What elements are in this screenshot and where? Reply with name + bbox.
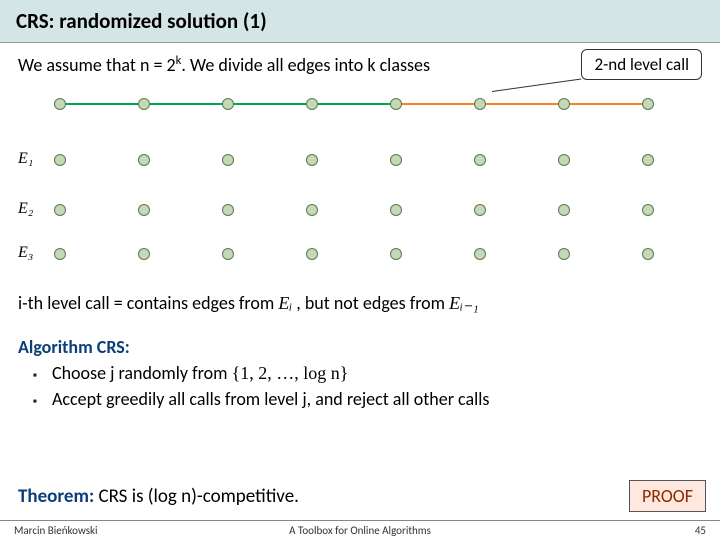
algorithm-title: Algorithm CRS: xyxy=(18,336,702,358)
graph-node xyxy=(390,204,402,216)
ith-mid: , but not edges from xyxy=(296,292,449,314)
theorem-text: CRS is (log n)-competitive. xyxy=(94,485,299,508)
slide-body: We assume that n = 2k. We divide all edg… xyxy=(0,43,720,410)
graph-node xyxy=(642,154,654,166)
graph-node xyxy=(54,154,66,166)
graph-node xyxy=(222,98,234,110)
graph-node xyxy=(222,154,234,166)
bullet1-prefix: Choose j randomly from xyxy=(52,362,232,384)
graph-node xyxy=(306,154,318,166)
graph-node xyxy=(390,98,402,110)
slide-title: CRS: randomized solution (1) xyxy=(0,0,720,43)
graph-node xyxy=(558,98,570,110)
graph-node xyxy=(558,204,570,216)
node-row: E₃ xyxy=(54,244,674,264)
graph-node xyxy=(474,248,486,260)
theorem-label: Theorem: xyxy=(18,485,94,508)
row-label: E₂ xyxy=(18,200,33,218)
algorithm-block: Algorithm CRS: ▪ Choose j randomly from … xyxy=(18,336,702,410)
ith-Eim1: Eᵢ₋₁ xyxy=(449,293,479,313)
graph-node xyxy=(306,98,318,110)
graph-node xyxy=(642,204,654,216)
node-row xyxy=(54,94,674,114)
callout-2nd-level: 2-nd level call xyxy=(581,49,702,80)
footer-title: A Toolbox for Online Algorithms xyxy=(0,524,720,537)
call-edge xyxy=(396,103,648,105)
assume-suffix: . We divide all edges into k classes xyxy=(181,54,430,76)
bullet-2-text: Accept greedily all calls from level j, … xyxy=(52,388,489,410)
graph-node xyxy=(54,204,66,216)
slide-footer: Marcin Bieńkowski A Toolbox for Online A… xyxy=(0,520,720,540)
graph-node xyxy=(558,154,570,166)
assume-prefix: We assume that n = 2 xyxy=(18,54,176,76)
bullet-2: ▪ Accept greedily all calls from level j… xyxy=(18,388,702,410)
bullet-1-text: Choose j randomly from {1, 2, …, log n} xyxy=(52,362,348,384)
graph-node xyxy=(222,248,234,260)
bullet-1: ▪ Choose j randomly from {1, 2, …, log n… xyxy=(18,362,702,384)
bullet1-set: {1, 2, …, log n} xyxy=(232,363,349,383)
graph-node xyxy=(390,154,402,166)
edge-class-diagram: E₁ E₂ E₃ xyxy=(54,94,702,284)
ith-level-def: i-th level call = contains edges from Eᵢ… xyxy=(18,292,702,314)
bullet-marker: ▪ xyxy=(18,369,52,383)
graph-node xyxy=(474,98,486,110)
graph-node xyxy=(222,204,234,216)
row-label: E₁ xyxy=(18,150,33,168)
footer-page: 45 xyxy=(695,524,706,537)
graph-node xyxy=(306,248,318,260)
graph-node xyxy=(138,204,150,216)
ith-prefix: i-th level call = contains edges from xyxy=(18,292,278,314)
graph-node xyxy=(306,204,318,216)
graph-node xyxy=(54,98,66,110)
row-label: E₃ xyxy=(18,244,33,262)
bullet-marker: ▪ xyxy=(18,395,52,409)
graph-node xyxy=(138,248,150,260)
graph-node xyxy=(138,154,150,166)
callout-connector xyxy=(492,78,581,92)
graph-node xyxy=(138,98,150,110)
theorem-line: Theorem: CRS is (log n)-competitive. xyxy=(18,485,299,508)
node-row: E₁ xyxy=(54,150,674,170)
ith-Ei: Eᵢ xyxy=(278,293,292,313)
graph-node xyxy=(642,98,654,110)
graph-node xyxy=(54,248,66,260)
graph-node xyxy=(558,248,570,260)
graph-node xyxy=(390,248,402,260)
graph-node xyxy=(474,204,486,216)
proof-badge: PROOF xyxy=(629,480,706,512)
graph-node xyxy=(642,248,654,260)
node-row: E₂ xyxy=(54,200,674,220)
graph-node xyxy=(474,154,486,166)
